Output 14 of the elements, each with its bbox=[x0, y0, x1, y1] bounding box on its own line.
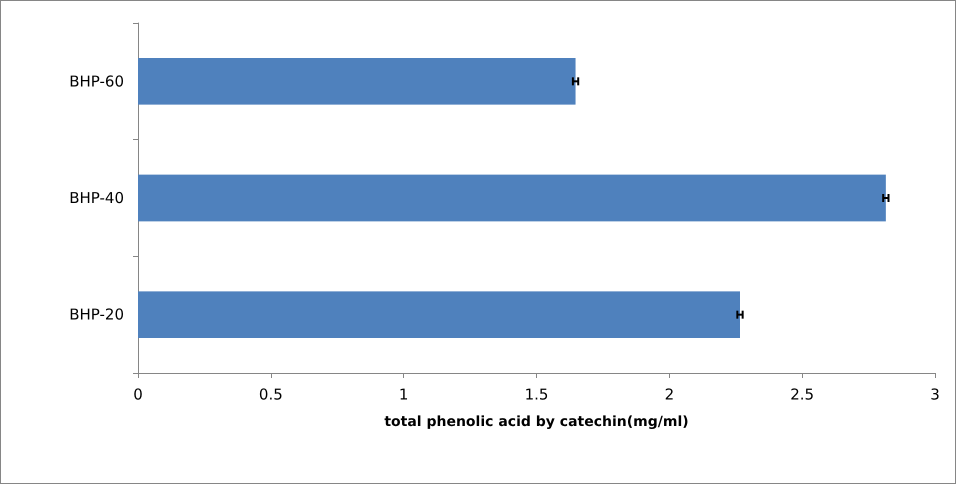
x-tick-label: 3 bbox=[930, 386, 940, 404]
x-tick-label: 1.5 bbox=[524, 386, 548, 404]
y-tick-label: BHP-20 bbox=[69, 306, 124, 324]
x-tick-label: 2.5 bbox=[790, 386, 814, 404]
bar bbox=[138, 291, 740, 338]
bar bbox=[138, 174, 886, 222]
x-tick-label: 1 bbox=[398, 386, 408, 404]
x-axis-title: total phenolic acid by catechin(mg/ml) bbox=[384, 414, 689, 430]
x-tick-label: 2 bbox=[664, 386, 674, 404]
bar bbox=[138, 58, 576, 105]
y-tick-label: BHP-40 bbox=[69, 189, 124, 207]
x-tick-label: 0 bbox=[133, 386, 143, 404]
x-tick-label: 0.5 bbox=[258, 386, 283, 404]
y-tick-label: BHP-60 bbox=[69, 72, 124, 90]
